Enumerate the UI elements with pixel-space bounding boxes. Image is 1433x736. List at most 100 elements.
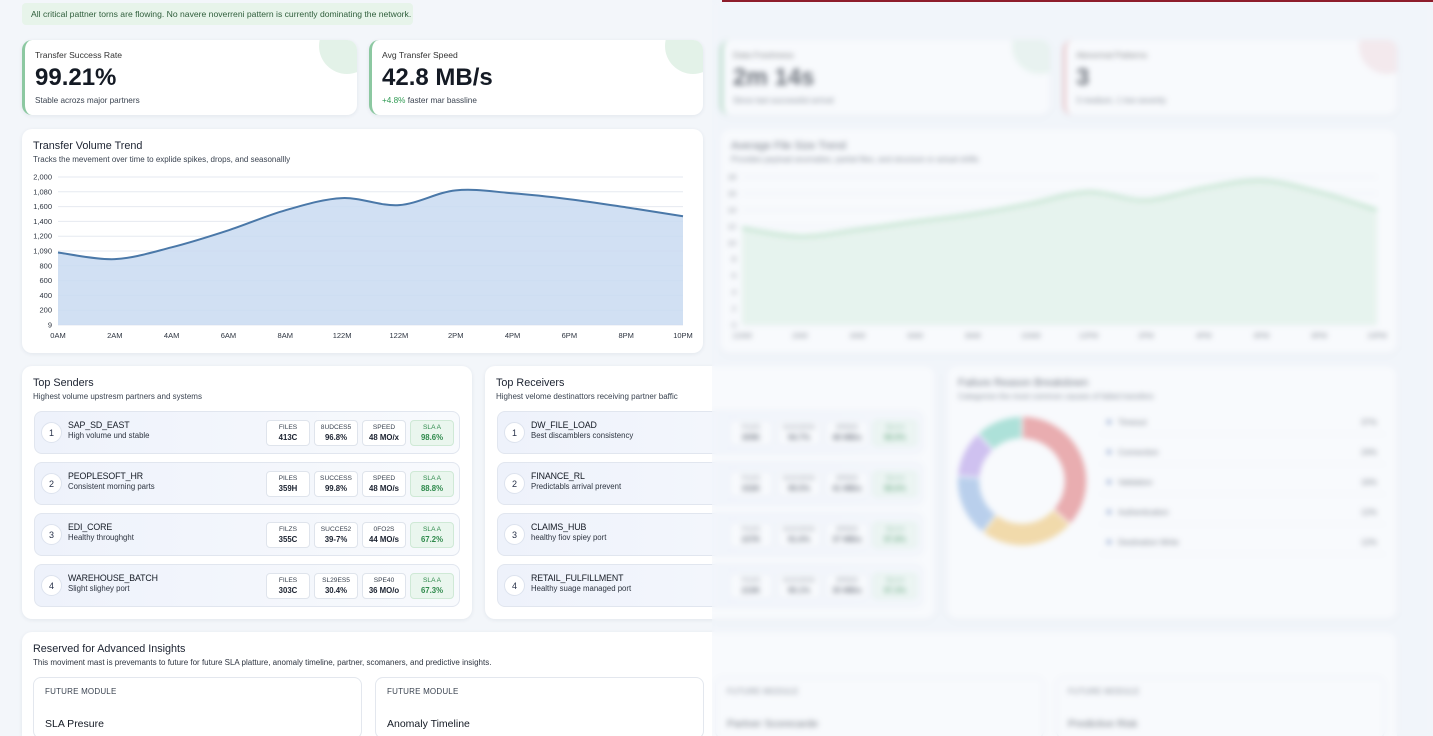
row-desc: Healthy throughght <box>68 533 134 542</box>
list-row: 1 SAP_SD_EAST High volume und stable FILES 4… <box>34 411 460 454</box>
metric-box: FILES 413C <box>266 420 310 446</box>
metric-label: SPEED <box>372 475 396 482</box>
kpi-note: +4.8% faster mar bassline <box>382 96 477 105</box>
metric-box: SLA A 88.8% <box>410 471 454 497</box>
kpi-delta: +4.8% <box>382 96 406 105</box>
metric-label: SPE40 <box>373 577 395 584</box>
metric-label: FILES <box>278 577 298 584</box>
kpi-label: Avg Transfer Speed <box>382 50 458 60</box>
metric-box: SPEED 48 MO/x <box>362 420 406 446</box>
kpi-value: 99.21% <box>35 64 117 91</box>
metric-label: SL29ES5 <box>322 577 350 584</box>
rank-badge: 2 <box>504 473 525 494</box>
metric-box: FILZS 355C <box>266 522 310 548</box>
metric-label: 0FO2S <box>373 526 395 533</box>
kpi-card: Transfer Success Rate 99.21% Stable acrozs… <box>22 40 357 115</box>
metric-box: PILES 359H <box>266 471 310 497</box>
module-box: FUTURE MODULE SLA Presure <box>33 677 362 736</box>
module-tag: FUTURE MODULE <box>45 687 117 696</box>
metric-value: 67.2% <box>420 535 444 544</box>
row-name: DW_FILE_LOAD <box>531 420 597 430</box>
row-desc: Best discamblers consistency <box>531 431 634 440</box>
row-desc: Slight slighey port <box>68 584 130 593</box>
metric-value: 67.3% <box>420 586 444 595</box>
metric-label: SPEED <box>372 424 396 431</box>
metric-label: SLA A <box>423 577 441 584</box>
rank-badge: 3 <box>504 524 525 545</box>
metric-label: SLA A <box>423 475 441 482</box>
row-desc: Predictabls arrival prevent <box>531 482 622 491</box>
list-card: Top Senders Highest volume upstresm partn… <box>22 366 472 619</box>
metric-label: SLA A <box>423 424 441 431</box>
metric-value: 99.8% <box>324 484 348 493</box>
metric-box: FILES 303C <box>266 573 310 599</box>
metric-box: SUCCESS 99.8% <box>314 471 358 497</box>
metric-value: 30.4% <box>324 586 348 595</box>
metric-label: SLA A <box>423 526 441 533</box>
metric-box: SLA A 67.2% <box>410 522 454 548</box>
kpi-value: 42.8 MB/s <box>382 64 493 91</box>
metric-value: 303C <box>278 586 298 595</box>
kpi-note-text: Stable acrozs major partners <box>35 96 140 105</box>
rank-badge: 4 <box>504 575 525 596</box>
status-banner: All critical pattner torns are flowing. … <box>22 3 413 25</box>
metric-value: 98.6% <box>420 433 444 442</box>
rank-badge: 1 <box>41 422 62 443</box>
kpi-decor <box>665 40 703 74</box>
rank-badge: 2 <box>41 473 62 494</box>
row-name: PEOPLESOFT_HR <box>68 471 143 481</box>
kpi-note-text: faster mar bassline <box>407 96 477 105</box>
rank-badge: 4 <box>41 575 62 596</box>
list-row: 2 PEOPLESOFT_HR Consistent morning parts PI… <box>34 462 460 505</box>
row-name: SAP_SD_EAST <box>68 420 130 430</box>
metric-box: SLA A 67.3% <box>410 573 454 599</box>
metric-box: SLA A 98.6% <box>410 420 454 446</box>
row-name: CLAIMS_HUB <box>531 522 587 532</box>
metric-box: 8UDCES5 96.8% <box>314 420 358 446</box>
metric-value: 44 MO/s <box>369 535 399 544</box>
metric-box: SPE40 36 MO/o <box>362 573 406 599</box>
chart-card: Transfer Volume Trend Tracks the mevement… <box>22 129 703 353</box>
module-name: SLA Presure <box>45 718 104 730</box>
chart-subtitle: Tracks the mevement over time to explide… <box>33 155 291 164</box>
row-name: RETAIL_FULFILLMENT <box>531 573 624 583</box>
metric-label: 8UDCES5 <box>320 424 352 431</box>
metric-value: 355C <box>278 535 298 544</box>
metric-value: 48 MO/s <box>369 484 399 493</box>
list-title: Top Senders <box>33 377 94 389</box>
metric-box: SPEED 48 MO/s <box>362 471 406 497</box>
metric-value: 36 MO/o <box>368 586 400 595</box>
top-accent <box>722 0 1433 2</box>
list-subtitle: Highest volume upstresm partners and sys… <box>33 392 202 401</box>
module-name: Anomaly Timeline <box>387 718 470 730</box>
row-name: FINANCE_RL <box>531 471 585 481</box>
list-row: 3 EDI_CORE Healthy throughght FILZS 355C SUCC… <box>34 513 460 556</box>
list-title: Top Receivers <box>496 377 565 389</box>
module-tag: FUTURE MODULE <box>387 687 459 696</box>
metric-label: FILES <box>278 424 298 431</box>
blur-overlay <box>712 0 1433 736</box>
metric-value: 48 MO/x <box>369 433 399 442</box>
metric-label: SUCCE52 <box>320 526 352 533</box>
row-desc: High volume und stable <box>68 431 150 440</box>
list-row: 4 WAREHOUSE_BATCH Slight slighey port FILES… <box>34 564 460 607</box>
metric-box: 0FO2S 44 MO/s <box>362 522 406 548</box>
chart-title: Transfer Volume Trend <box>33 140 143 152</box>
metric-label: SUCCESS <box>320 475 352 482</box>
row-desc: Consistent morning parts <box>68 482 155 491</box>
metric-value: 96.8% <box>324 433 348 442</box>
metric-value: 359H <box>278 484 298 493</box>
kpi-card: Avg Transfer Speed 42.8 MB/s +4.8% faster … <box>369 40 703 115</box>
kpi-note: Stable acrozs major partners <box>35 96 140 105</box>
row-name: WAREHOUSE_BATCH <box>68 573 158 583</box>
reserved-title: Reserved for Advanced Insights <box>33 643 186 655</box>
metric-box: SL29ES5 30.4% <box>314 573 358 599</box>
module-box: FUTURE MODULE Anomaly Timeline <box>375 677 704 736</box>
row-desc: healthy fiov spiey port <box>531 533 607 542</box>
metric-label: FILZS <box>279 526 297 533</box>
metric-value: 88.8% <box>420 484 444 493</box>
kpi-label: Transfer Success Rate <box>35 50 123 60</box>
reserved-subtitle: This moviment mast is prevemants to futu… <box>33 658 492 667</box>
metric-box: SUCCE52 39-7% <box>314 522 358 548</box>
